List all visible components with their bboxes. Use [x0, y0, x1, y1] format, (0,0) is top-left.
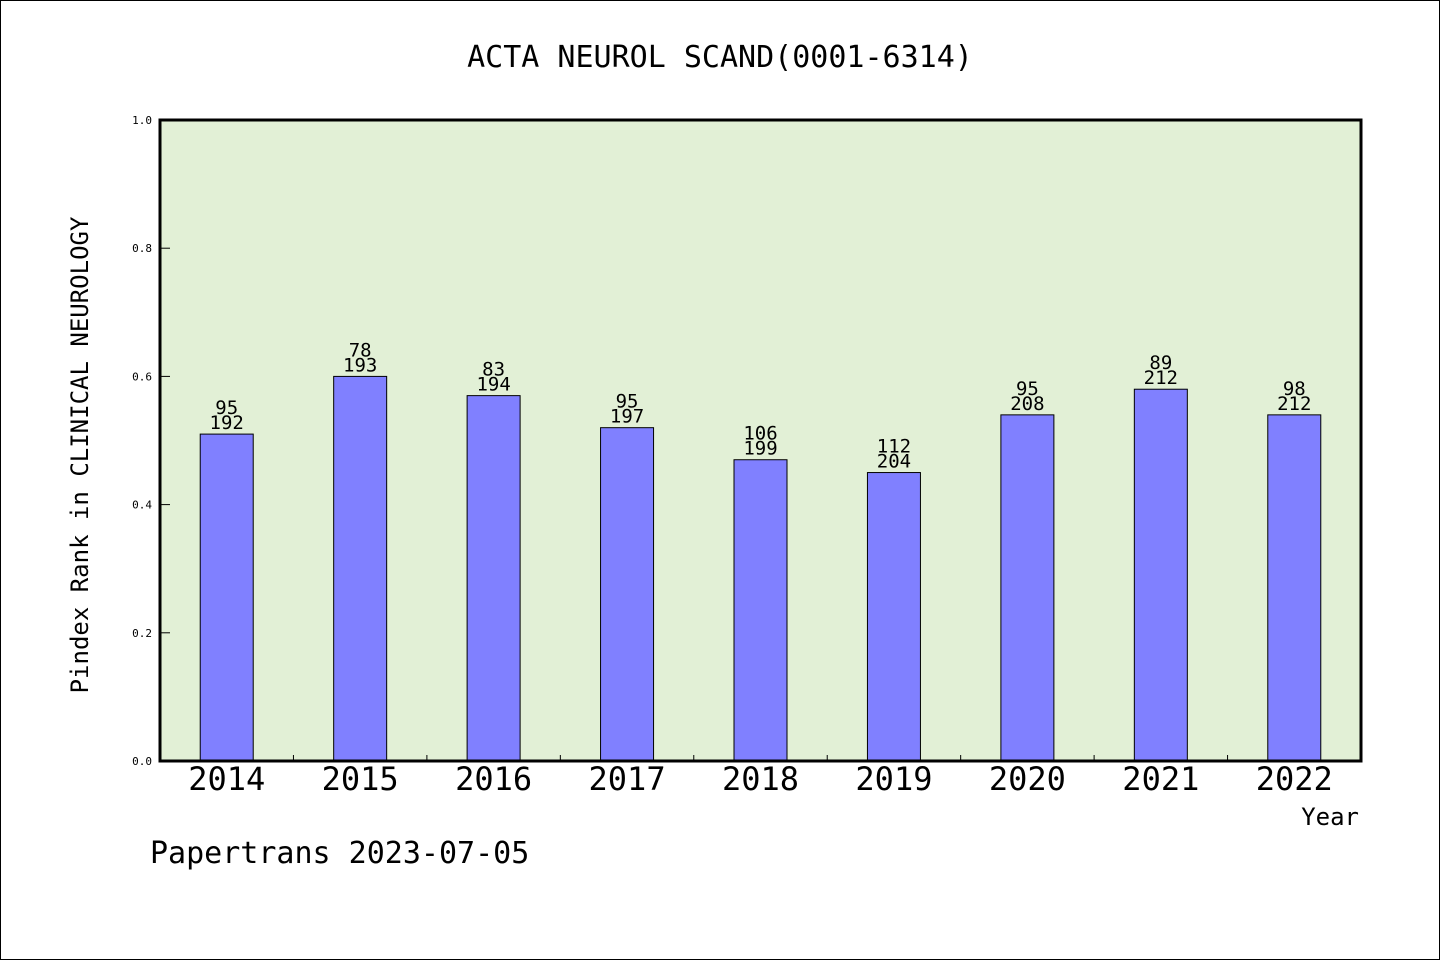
x-tick-label: 2019: [855, 760, 932, 798]
bar-total-label: 192: [210, 412, 244, 434]
x-tick-label: 2014: [188, 760, 265, 798]
x-tick-label: 2022: [1256, 760, 1333, 798]
x-tick-label: 2017: [589, 760, 666, 798]
bar-total-label: 193: [343, 354, 377, 376]
plot-frame: [158, 118, 1363, 763]
bar-total-label: 212: [1277, 393, 1311, 415]
bar-rank-label: 78: [349, 339, 372, 361]
bar: [1000, 414, 1055, 762]
bar-total-label: 208: [1010, 393, 1044, 415]
x-tick-label: 2015: [322, 760, 399, 798]
bar-rank-label: 112: [877, 436, 911, 458]
bar-total-label: 197: [610, 406, 644, 428]
x-tick-label: 2016: [455, 760, 532, 798]
bar-rank-label: 95: [1016, 378, 1039, 400]
bar-rank-label: 95: [616, 391, 639, 413]
y-tick-label: 0.8: [132, 242, 152, 255]
y-tick-label: 1.0: [132, 114, 152, 127]
bar: [1133, 388, 1188, 762]
bar-total-label: 212: [1144, 367, 1178, 389]
bar: [333, 375, 388, 762]
bar-rank-label: 95: [215, 397, 238, 419]
x-axis-label: Year: [1301, 803, 1359, 831]
bar: [199, 433, 254, 762]
bar: [1267, 414, 1322, 762]
y-tick-label: 0.2: [132, 627, 152, 640]
y-tick-label: 0.4: [132, 499, 152, 512]
y-tick-label: 0.6: [132, 370, 152, 383]
bar-rank-label: 106: [743, 423, 777, 445]
bar-total-label: 199: [743, 438, 777, 460]
y-axis-ticks: 0.0 0.2 0.4 0.6 0.8 1.0: [132, 114, 170, 768]
x-tick-label: 2018: [722, 760, 799, 798]
x-axis-ticks: 2014 2015 2016 2017 2018 2019 2020 2021 2022: [188, 755, 1333, 798]
bar: [600, 427, 655, 762]
bar: [866, 472, 921, 762]
bar: [733, 459, 788, 762]
bar-rank-label: 98: [1283, 378, 1306, 400]
y-axis-label: Pindex Rank in CLINICAL NEUROLOGY: [66, 216, 94, 693]
bar-total-label: 194: [476, 374, 510, 396]
footer-watermark: Papertrans 2023-07-05: [150, 836, 529, 871]
chart-title: ACTA NEUROL SCAND(0001-6314): [467, 40, 973, 75]
y-tick-label: 0.0: [132, 755, 152, 768]
bar-rank-label: 89: [1149, 352, 1172, 374]
x-tick-label: 2021: [1122, 760, 1199, 798]
bar-rank-label: 83: [482, 359, 505, 381]
bar-total-label: 204: [877, 451, 911, 473]
bar: [466, 395, 521, 762]
bars: [199, 375, 1322, 762]
x-tick-label: 2020: [989, 760, 1066, 798]
